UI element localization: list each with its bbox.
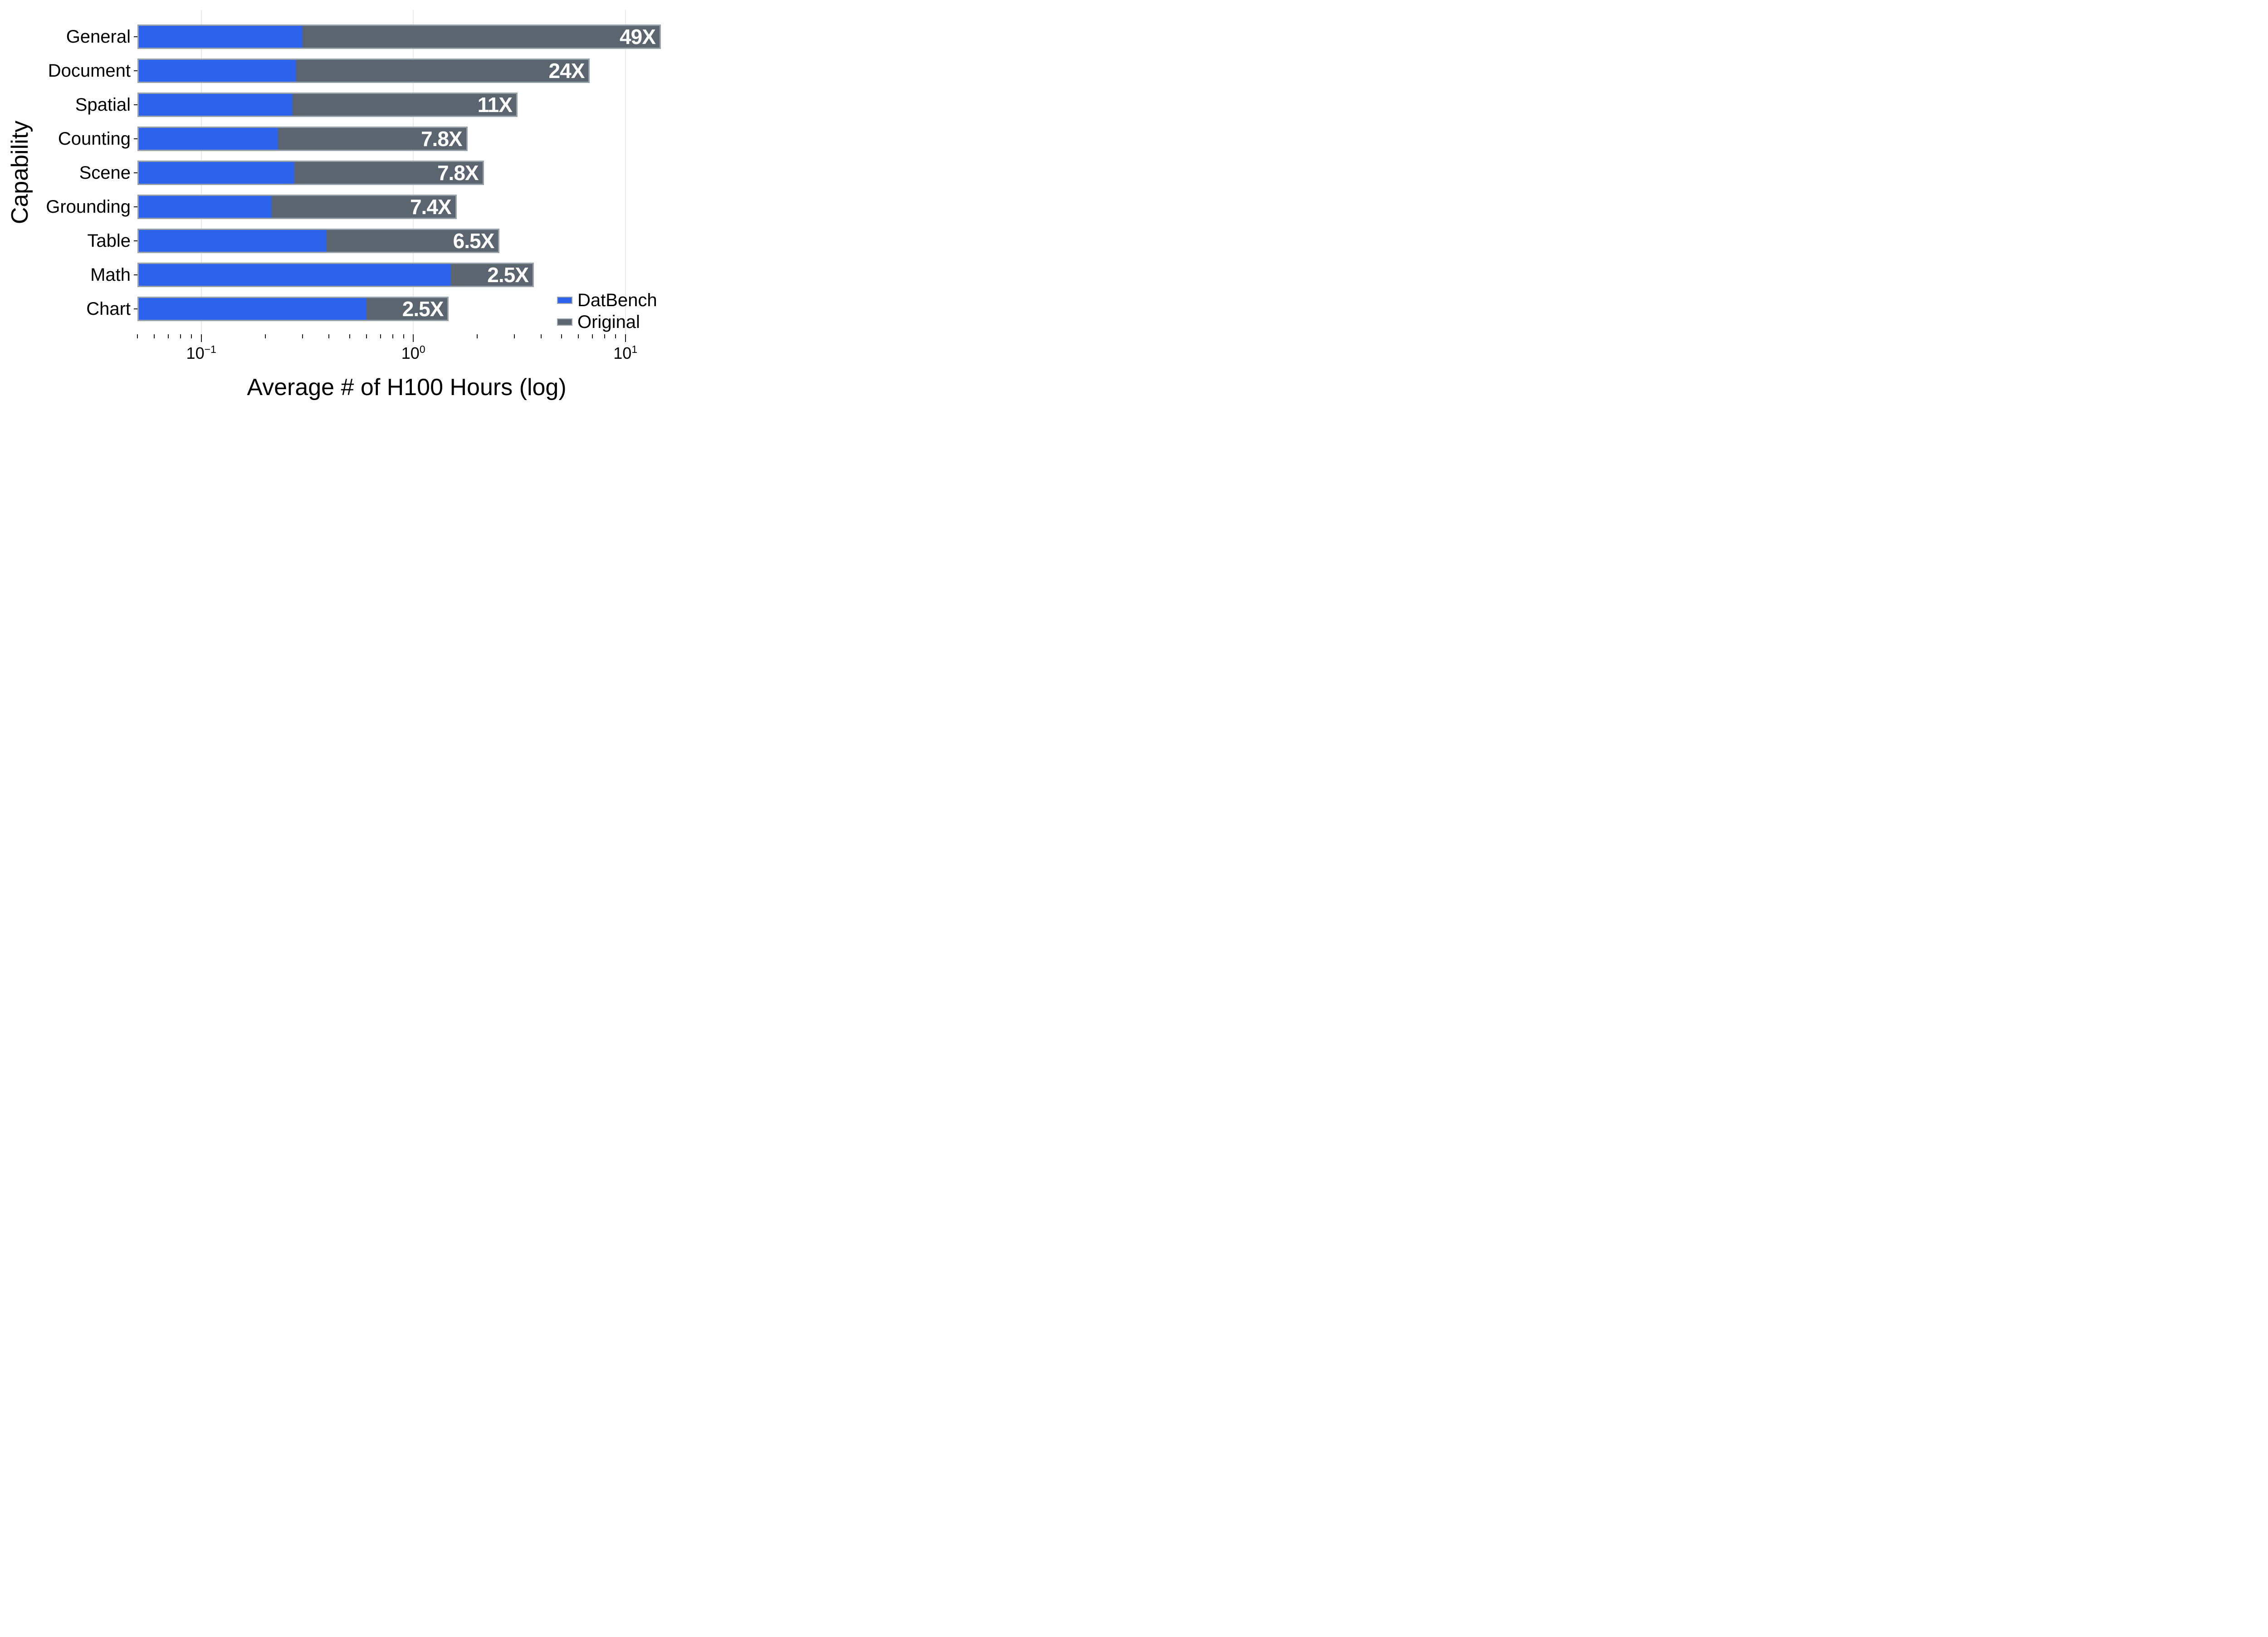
category-label: Table	[87, 230, 131, 251]
bar-segment-original	[293, 94, 516, 116]
bar-row: 6.5X	[137, 228, 500, 253]
category-label: Math	[90, 264, 131, 285]
bar-segment-datbench	[139, 26, 303, 48]
bar-segment-original	[296, 60, 589, 82]
y-axis-tick	[134, 172, 137, 173]
x-minor-tick	[264, 334, 266, 338]
bar-segment-datbench	[139, 298, 367, 320]
x-minor-tick	[191, 334, 192, 338]
bar-segment-datbench	[139, 60, 296, 82]
x-axis-title: Average # of H100 Hours (log)	[247, 374, 567, 401]
bar-ratio-label: 7.8X	[420, 127, 463, 151]
category-label: General	[66, 27, 131, 47]
x-tick-label: 10−1	[186, 343, 216, 362]
bar-segment-datbench	[139, 94, 293, 116]
bar-segment-original	[272, 195, 455, 218]
x-major-tick	[413, 334, 414, 342]
legend-label-datbench: DatBench	[577, 290, 657, 310]
x-tick-label: 101	[613, 343, 638, 362]
bar-row: 7.4X	[137, 194, 457, 219]
legend: DatBench Original	[557, 289, 657, 333]
bar-segment-original	[294, 161, 483, 184]
x-major-tick	[200, 334, 202, 342]
x-minor-tick	[403, 334, 404, 338]
bar-row: 11X	[137, 93, 518, 117]
category-label: Counting	[58, 129, 131, 149]
y-axis-tick	[134, 138, 137, 139]
bar-row: 7.8X	[137, 160, 484, 185]
legend-label-original: Original	[577, 312, 640, 332]
x-minor-tick	[366, 334, 367, 338]
bar-ratio-label: 7.8X	[437, 161, 479, 185]
x-minor-tick	[154, 334, 155, 338]
x-minor-tick	[349, 334, 350, 338]
bar-ratio-label: 49X	[620, 25, 656, 49]
x-minor-tick	[604, 334, 606, 338]
category-label: Document	[48, 61, 131, 81]
bar-segment-original	[327, 230, 499, 252]
y-axis-tick	[134, 240, 137, 241]
x-major-tick	[625, 334, 626, 342]
x-minor-tick	[540, 334, 542, 338]
bar-row: 2.5X	[137, 296, 449, 321]
bar-ratio-label: 7.4X	[410, 195, 452, 219]
y-axis-tick	[134, 308, 137, 309]
bar-row: 49X	[137, 24, 661, 49]
bar-segment-original	[450, 264, 533, 286]
x-minor-tick	[380, 334, 381, 338]
bar-segment-datbench	[139, 230, 327, 252]
bar-ratio-label: 11X	[477, 93, 513, 117]
legend-swatch-original	[557, 318, 572, 326]
x-minor-tick	[561, 334, 562, 338]
bar-ratio-label: 2.5X	[487, 263, 529, 287]
bar-segment-datbench	[139, 195, 272, 218]
bar-segment-original	[302, 26, 660, 48]
figure: Capability 49X 24X 11X 7.8X 7.8X 7.4X 6.5X 2.5X…	[0, 0, 682, 409]
x-minor-tick	[302, 334, 303, 338]
category-label: Grounding	[46, 196, 131, 217]
category-label: Spatial	[75, 95, 131, 115]
x-minor-tick	[592, 334, 593, 338]
y-axis-tick	[134, 36, 137, 38]
bar-segment-original	[278, 128, 466, 150]
bar-row: 2.5X	[137, 262, 534, 287]
category-label: Chart	[86, 298, 131, 319]
bar-segment-datbench	[139, 161, 295, 184]
bar-ratio-label: 2.5X	[402, 297, 444, 321]
bar-segment-datbench	[139, 128, 278, 150]
bar-segment-datbench	[139, 264, 451, 286]
gridline	[625, 10, 626, 334]
bar-row: 24X	[137, 59, 590, 83]
y-axis-tick	[134, 206, 137, 207]
x-minor-tick	[514, 334, 515, 338]
y-axis-tick	[134, 70, 137, 72]
y-axis-tick	[134, 274, 137, 275]
x-minor-tick	[392, 334, 393, 338]
y-axis-tick	[134, 104, 137, 106]
x-minor-tick	[578, 334, 579, 338]
plot-area: 49X 24X 11X 7.8X 7.8X 7.4X 6.5X 2.5X 2.5X	[137, 10, 676, 334]
bar-row: 7.8X	[137, 127, 468, 151]
bar-ratio-label: 24X	[548, 59, 585, 83]
category-label: Scene	[79, 162, 131, 183]
x-minor-tick	[137, 334, 138, 338]
x-tick-label: 100	[401, 343, 425, 362]
x-minor-tick	[328, 334, 330, 338]
x-minor-tick	[180, 334, 181, 338]
legend-item-datbench: DatBench	[557, 289, 657, 311]
bar-segment-original	[366, 298, 448, 320]
legend-swatch-datbench	[557, 297, 572, 304]
legend-item-original: Original	[557, 311, 657, 333]
x-minor-tick	[477, 334, 478, 338]
x-minor-tick	[615, 334, 616, 338]
x-minor-tick	[168, 334, 169, 338]
bar-ratio-label: 6.5X	[453, 229, 495, 253]
